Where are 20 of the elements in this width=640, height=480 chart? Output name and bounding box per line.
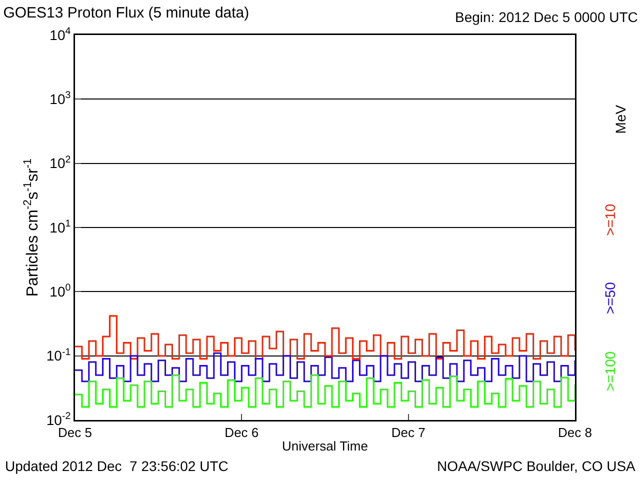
y-tick-label: 10$^{1}$ xyxy=(50,218,71,236)
x-tick-label: Dec 5 xyxy=(58,425,92,440)
chart-subtitle: Begin: 2012 Dec 5 0000 UTC xyxy=(455,9,638,25)
text: MeV xyxy=(612,104,628,134)
y-tick-label: 10$^{-1}$ xyxy=(46,346,71,364)
y-tick-label: 10$^{-2}$ xyxy=(46,411,71,428)
text: >=50 xyxy=(602,282,618,314)
text: >=100 xyxy=(602,351,618,392)
y-tick-label: 10$^{2}$ xyxy=(50,154,71,172)
y-tick-label: 10$^{3}$ xyxy=(50,90,72,108)
x-tick-label: Dec 7 xyxy=(391,425,426,440)
x-tick-label: Dec 8 xyxy=(558,425,592,440)
text: NOAA/SWPC Boulder, CO USA xyxy=(437,458,636,474)
chart-title: GOES13 Proton Flux (5 minute data) xyxy=(3,4,250,22)
text: Updated 2012 Dec 7 23:56:02 UTC xyxy=(5,458,228,474)
y-tick-label: 10$^{0}$ xyxy=(50,282,72,300)
x-axis-title: Universal Time xyxy=(282,438,368,454)
x-tick-label: Dec 6 xyxy=(224,425,259,440)
text: >=10 xyxy=(602,204,618,236)
y-tick-label: 10$^{4}$ xyxy=(50,26,72,43)
